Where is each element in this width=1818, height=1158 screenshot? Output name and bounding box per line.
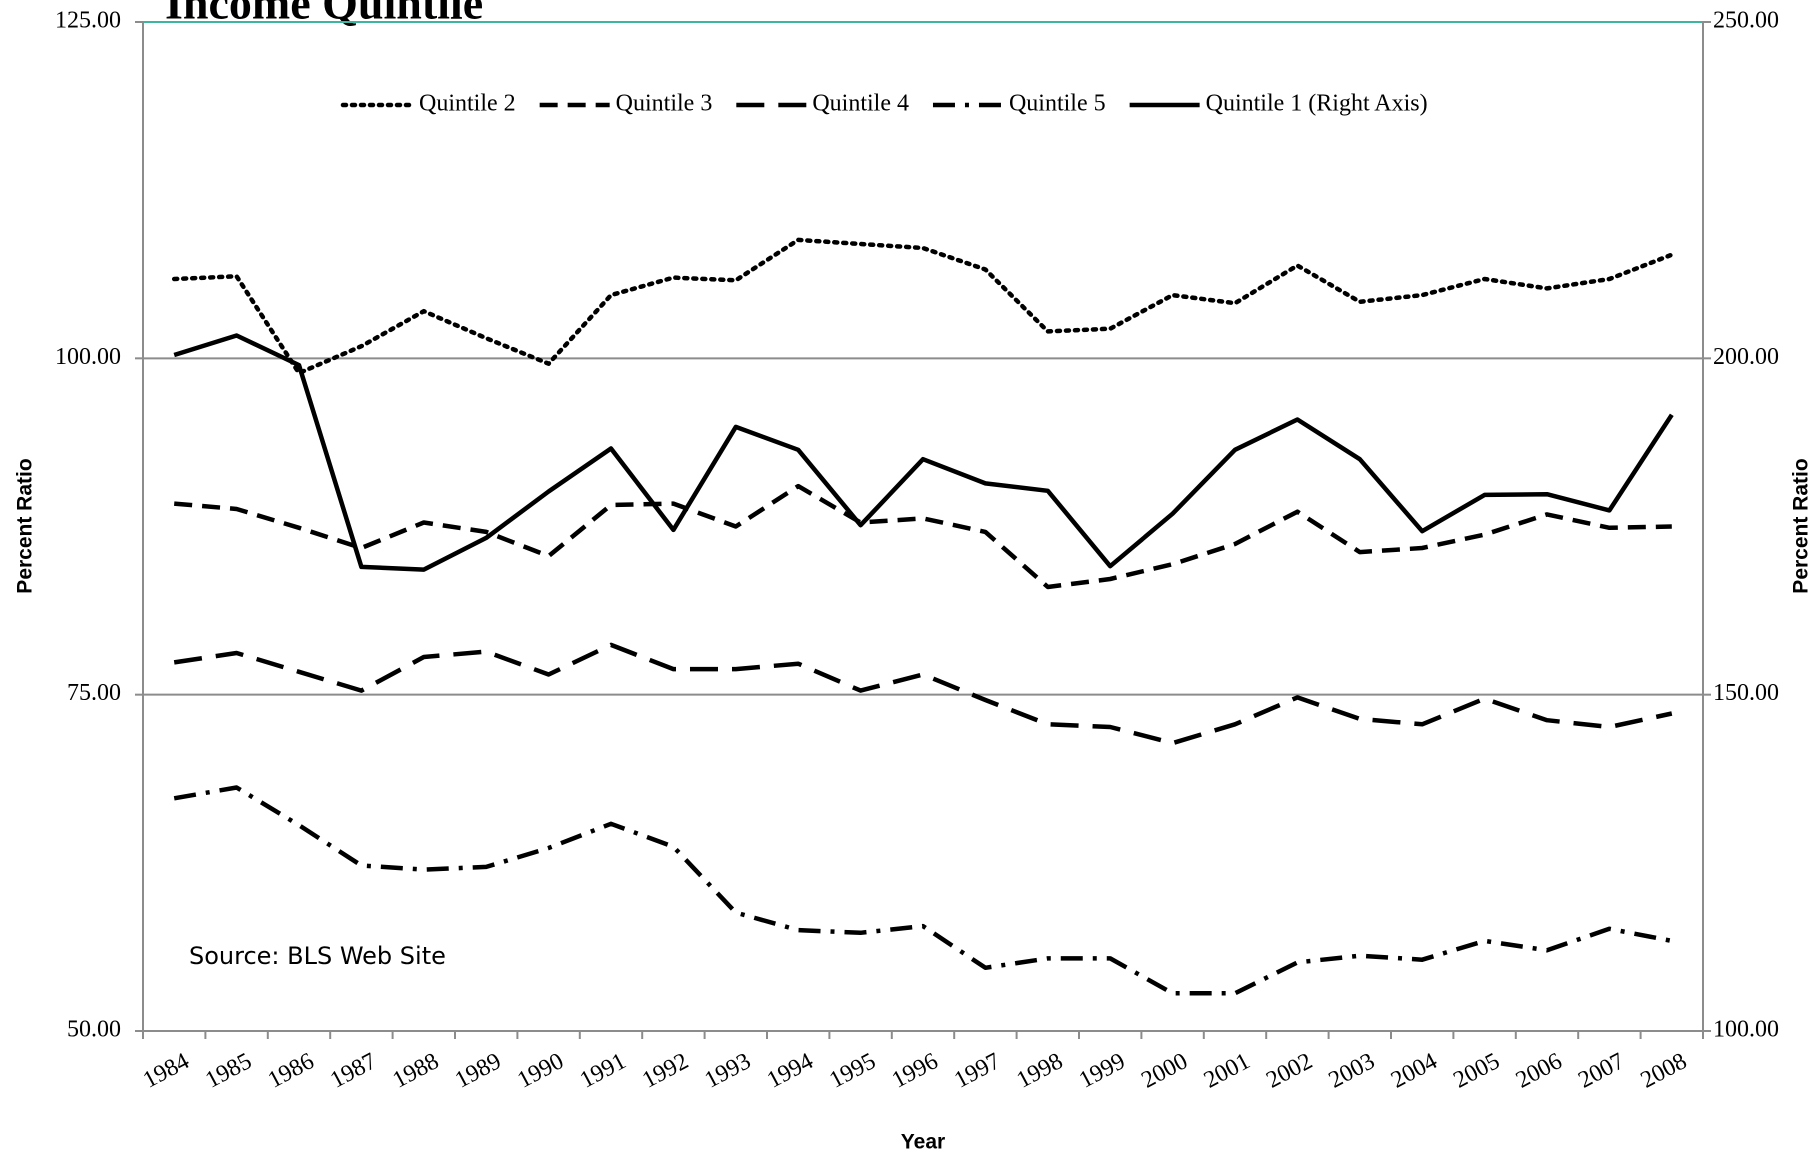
x-tick-label: 1999 [1075,1048,1130,1094]
x-tick-label: 1990 [513,1048,568,1094]
x-tick-label: 1993 [701,1048,756,1094]
legend-label: Quintile 4 [812,91,909,117]
x-tick-label: 2006 [1512,1048,1567,1094]
x-tick-label: 1996 [888,1048,943,1094]
series-line [174,483,1672,590]
x-tick-label: 1991 [576,1048,631,1094]
x-tick-label: 1992 [638,1048,693,1094]
x-tick-label: 2005 [1449,1048,1504,1094]
x-tick-label: 1986 [264,1048,319,1094]
y2-tick-label: 200.00 [1713,344,1779,370]
x-tick-label: 2001 [1200,1048,1255,1094]
y-tick-label: 75.00 [67,680,121,706]
x-tick-label: 1995 [825,1048,880,1094]
legend-label: Quintile 3 [616,91,713,117]
x-tick-label: 2007 [1574,1048,1629,1094]
x-tick-label: 1994 [763,1048,818,1094]
x-tick-label: 1987 [326,1048,381,1094]
x-tick-label: 2000 [1137,1048,1192,1094]
annotation: Source: BLS Web Site [189,942,446,970]
x-tick-label: 1998 [1013,1048,1068,1094]
legend-label: Quintile 2 [419,91,516,117]
y-tick-label: 100.00 [55,344,121,370]
x-axis-title: Year [901,1131,945,1154]
series-line [173,785,1673,996]
x-tick-label: 2003 [1325,1048,1380,1094]
series-line [173,642,1673,746]
x-tick-label: 2002 [1262,1048,1317,1094]
legend-label: Quintile 5 [1009,91,1106,117]
y-axis-title: Percent Ratio [14,458,37,593]
x-tick-label: 2008 [1637,1048,1692,1094]
y2-axis-title: Percent Ratio [1790,458,1813,593]
x-tick-label: 1997 [950,1048,1005,1094]
series-line [173,333,1674,572]
chart-title: Income Quintile [165,0,483,29]
y2-tick-label: 250.00 [1713,8,1779,34]
x-tick-label: 2004 [1387,1048,1442,1094]
x-tick-label: 1985 [201,1048,256,1094]
y2-tick-label: 100.00 [1713,1017,1779,1043]
y2-tick-label: 150.00 [1713,680,1779,706]
y-tick-label: 50.00 [67,1017,121,1043]
legend-label: Quintile 1 (Right Axis) [1206,91,1428,117]
x-tick-label: 1988 [389,1048,444,1094]
series-line [171,237,1675,376]
x-tick-label: 1989 [451,1048,506,1094]
y-tick-label: 125.00 [55,8,121,34]
x-tick-label: 1984 [139,1048,194,1094]
